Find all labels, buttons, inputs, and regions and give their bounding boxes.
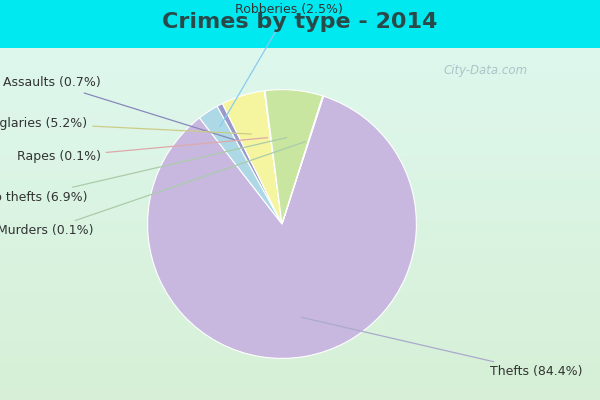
Wedge shape <box>264 91 282 224</box>
Text: City-Data.com: City-Data.com <box>444 64 528 77</box>
Text: Crimes by type - 2014: Crimes by type - 2014 <box>163 12 437 32</box>
Wedge shape <box>282 96 323 224</box>
Text: Thefts (84.4%): Thefts (84.4%) <box>301 317 583 378</box>
Text: Rapes (0.1%): Rapes (0.1%) <box>17 138 268 163</box>
Text: Murders (0.1%): Murders (0.1%) <box>0 142 305 237</box>
Text: Assaults (0.7%): Assaults (0.7%) <box>3 76 235 140</box>
Wedge shape <box>200 106 282 224</box>
Text: Robberies (2.5%): Robberies (2.5%) <box>220 3 343 126</box>
Wedge shape <box>223 91 282 224</box>
Wedge shape <box>148 96 416 358</box>
Wedge shape <box>217 104 282 224</box>
Wedge shape <box>265 90 323 224</box>
Text: Auto thefts (6.9%): Auto thefts (6.9%) <box>0 138 287 204</box>
Text: Burglaries (5.2%): Burglaries (5.2%) <box>0 117 251 134</box>
